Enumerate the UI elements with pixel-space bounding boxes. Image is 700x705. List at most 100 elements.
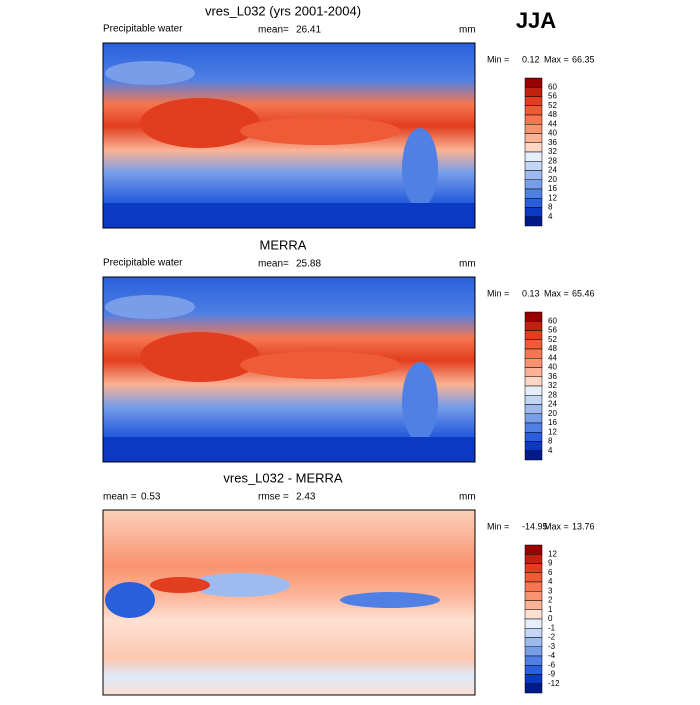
map-feature: [402, 128, 438, 208]
stat-label: mean=: [258, 259, 289, 270]
colorbar-box: [524, 665, 543, 675]
colorbar-box: [524, 554, 543, 564]
map-feature: [105, 582, 155, 618]
stat-label: mean=: [258, 25, 289, 36]
colorbar-label: 24: [548, 400, 557, 409]
colorbar-box: [524, 432, 543, 442]
min-value: -14.95: [522, 521, 548, 531]
colorbar-label: 1: [548, 605, 553, 614]
colorbar-label: 56: [548, 92, 557, 101]
colorbar-box: [524, 450, 543, 461]
colorbar-label: 52: [548, 101, 557, 110]
colorbar-box: [524, 591, 543, 601]
colorbar-label: 28: [548, 390, 557, 399]
colorbar-box: [524, 581, 543, 592]
colorbar-box: [524, 216, 543, 227]
colorbar-box: [524, 376, 543, 387]
colorbar-box: [524, 674, 543, 684]
stat-value: 2.43: [296, 492, 316, 503]
colorbar-box: [524, 646, 543, 657]
colorbar-box: [524, 170, 543, 180]
colorbar-label: 20: [548, 175, 557, 184]
colorbar-box: [524, 124, 543, 134]
panel-title: vres_L032 (yrs 2001-2004): [205, 3, 361, 18]
colorbar-label: 6: [548, 568, 553, 577]
colorbar-label: -4: [548, 651, 556, 660]
colorbar-box: [524, 330, 543, 340]
colorbar-box: [524, 96, 543, 106]
map-feature: [340, 592, 440, 608]
stat-value: 0.53: [141, 492, 161, 503]
colorbar-label: -3: [548, 642, 556, 651]
colorbar-label: 60: [548, 316, 557, 325]
colorbar-box: [524, 600, 543, 610]
max-label: Max =: [544, 288, 569, 298]
map-feature: [240, 351, 400, 379]
colorbar-label: 0: [548, 614, 553, 623]
map-feature: [140, 332, 260, 382]
map-feature: [105, 61, 195, 85]
colorbar-box: [524, 404, 543, 414]
colorbar-box: [524, 618, 543, 629]
colorbar-label: 9: [548, 559, 553, 568]
map-feature: [150, 577, 210, 593]
colorbar-label: 12: [548, 549, 557, 558]
colorbar-label: 8: [548, 437, 553, 446]
season-label: JJA: [516, 8, 556, 33]
colorbar-label: 44: [548, 119, 557, 128]
min-value: 0.13: [522, 288, 540, 298]
variable-label: Precipitable water: [103, 24, 183, 35]
colorbar-label: 36: [548, 372, 557, 381]
colorbar-box: [524, 87, 543, 97]
colorbar-label: 32: [548, 381, 557, 390]
max-value: 65.46: [572, 288, 595, 298]
colorbar-label: 40: [548, 363, 557, 372]
colorbar-box: [524, 385, 543, 396]
map-feature: [402, 362, 438, 442]
colorbar-box: [524, 77, 543, 88]
units-label: mm: [459, 492, 476, 503]
colorbar-box: [524, 179, 543, 190]
map-frame: [102, 276, 476, 463]
colorbar-box: [524, 358, 543, 368]
variable-label: Precipitable water: [103, 258, 183, 269]
map-feature: [140, 98, 260, 148]
colorbar-box: [524, 441, 543, 451]
colorbar-box: [524, 321, 543, 331]
colorbar-label: 44: [548, 353, 557, 362]
min-label: Min =: [487, 521, 509, 531]
map-feature: [105, 295, 195, 319]
colorbar-box: [524, 422, 543, 433]
colorbar-label: 48: [548, 344, 557, 353]
colorbar-label: 48: [548, 110, 557, 119]
colorbar-box: [524, 683, 543, 694]
units-label: mm: [459, 259, 476, 270]
colorbar-box: [524, 198, 543, 208]
panel-title: MERRA: [260, 237, 307, 252]
max-label: Max =: [544, 521, 569, 531]
colorbar-label: 56: [548, 326, 557, 335]
colorbar-box: [524, 348, 543, 359]
colorbar-label: -12: [548, 679, 560, 688]
map-feature: [103, 437, 475, 462]
colorbar-box: [524, 563, 543, 573]
min-value: 0.12: [522, 54, 540, 64]
colorbar-label: 12: [548, 193, 557, 202]
colorbar-label: 20: [548, 409, 557, 418]
stat-value: 25.88: [296, 259, 321, 270]
colorbar-box: [524, 628, 543, 638]
colorbar-label: 60: [548, 82, 557, 91]
colorbar-box: [524, 188, 543, 199]
colorbar-box: [524, 413, 543, 424]
max-value: 13.76: [572, 521, 595, 531]
colorbar-box: [524, 395, 543, 405]
colorbar-label: 8: [548, 203, 553, 212]
colorbar-box: [524, 151, 543, 162]
max-label: Max =: [544, 54, 569, 64]
colorbar-label: 40: [548, 129, 557, 138]
min-label: Min =: [487, 54, 509, 64]
stat-value: 26.41: [296, 25, 321, 36]
panel-title: vres_L032 - MERRA: [223, 470, 343, 485]
colorbar-label: 52: [548, 335, 557, 344]
colorbar-label: 3: [548, 586, 553, 595]
